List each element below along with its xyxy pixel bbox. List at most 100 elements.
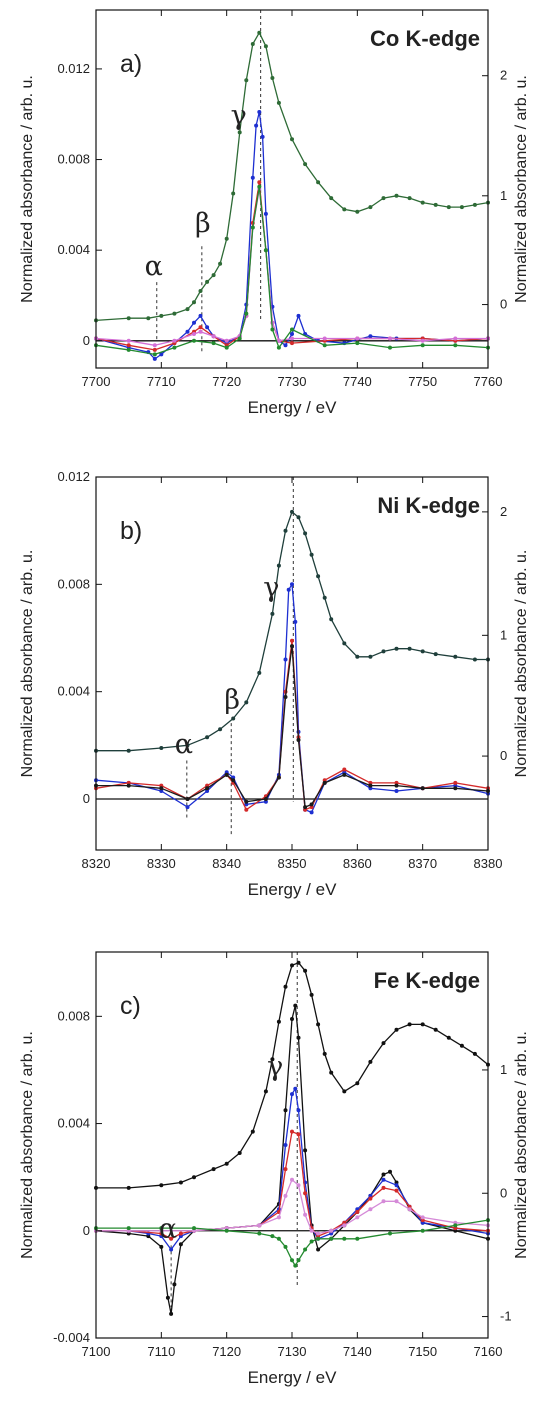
data-point [192,1226,196,1231]
series-2 [94,582,490,815]
data-point [296,1108,301,1113]
data-point [388,345,392,350]
data-point [322,595,327,600]
data-point [152,352,157,357]
data-point [224,345,229,350]
x-tick-label: 7710 [147,374,176,389]
x-tick-label: 7160 [474,1344,503,1359]
right-tick-label: 1 [500,188,507,203]
x-tick-label: 8350 [278,856,307,871]
data-point [290,137,294,142]
data-point [309,1239,314,1244]
panel-label: b) [120,517,142,545]
data-point [381,1185,386,1190]
data-point [254,123,259,128]
data-point [276,563,281,568]
data-point [293,619,298,624]
data-point [172,345,177,350]
data-point [126,1185,131,1190]
data-point [218,261,223,266]
series-1 [94,509,490,753]
data-point [342,1236,347,1241]
data-point [394,783,399,788]
data-point [394,1027,399,1032]
right-tick-label: 0 [500,297,507,312]
series-line [96,1219,489,1267]
series-4 [94,644,490,810]
chart-title: Ni K-edge [377,493,480,518]
data-point [355,1236,360,1241]
data-point [459,205,464,210]
data-point [126,783,131,788]
data-point [276,338,281,343]
data-point [388,336,392,341]
x-tick-label: 7120 [212,1344,241,1359]
data-point [420,343,425,348]
data-point [286,587,291,592]
data-point [394,1188,399,1193]
data-point [394,1183,399,1188]
data-point [192,1175,196,1180]
data-point [420,338,425,343]
data-point [381,1177,386,1182]
data-point [303,162,308,167]
data-point [446,1035,451,1040]
data-point [290,1258,294,1263]
data-point [270,1234,275,1239]
data-point [276,100,281,105]
data-point [244,311,249,316]
x-tick-label: 7140 [343,1344,372,1359]
data-point [388,1169,392,1174]
data-point [283,1108,288,1113]
data-point [296,313,301,318]
x-tick-label: 8360 [343,856,372,871]
data-point [322,343,327,348]
data-point [257,1231,262,1236]
data-point [368,1207,373,1212]
y-axis-label-right: Normalized absorbance / arb. u. [513,550,530,778]
data-point [270,1057,275,1062]
data-point [198,313,203,318]
data-point [316,180,321,185]
series-line [95,640,489,811]
data-point [368,783,373,788]
data-point [283,657,288,662]
x-tick-label: 7750 [408,374,437,389]
data-point [381,1172,386,1177]
data-point [420,1215,425,1220]
data-point [303,1247,308,1252]
data-point [224,772,229,777]
data-point [394,646,399,651]
data-point [270,611,275,616]
x-tick-label: 7720 [212,374,241,389]
data-point [290,1017,294,1021]
y-tick-label: 0.004 [57,684,90,699]
x-axis-label: Energy / eV [248,1368,337,1387]
data-point [355,336,360,341]
data-point [224,1228,229,1233]
data-point [263,44,268,49]
data-point [453,780,458,785]
data-point [368,334,373,339]
series-1 [94,960,490,1190]
data-point [459,1043,464,1048]
data-point [169,1311,174,1316]
y-tick-label: -0.004 [53,1330,90,1345]
data-point [472,657,477,662]
data-point [231,716,236,721]
y-tick-label: 0.004 [57,1116,90,1131]
data-point [420,1022,425,1027]
data-point [322,780,327,785]
data-point [453,1223,458,1228]
data-point [257,110,262,114]
data-point [244,78,249,83]
data-point [244,700,249,705]
y-tick-label: 0 [83,791,90,806]
data-point [420,786,425,791]
peak-label: γ [267,1052,283,1083]
data-point [257,184,262,189]
data-point [290,644,294,649]
data-point [237,1151,242,1155]
data-point [407,1207,412,1212]
